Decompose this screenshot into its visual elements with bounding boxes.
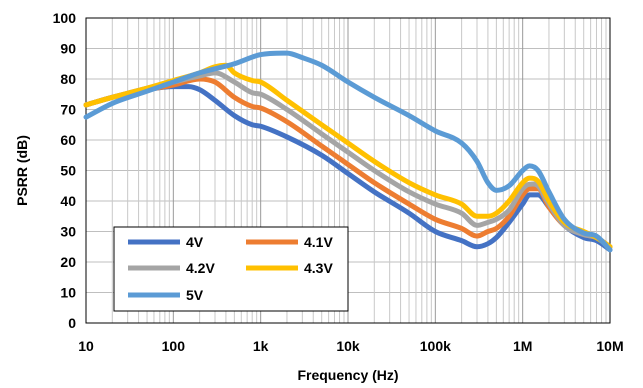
x-tick-label: 100k xyxy=(420,338,451,354)
legend-label-5v: 5V xyxy=(186,287,204,303)
x-tick-label: 10M xyxy=(596,338,623,354)
x-axis-tick-labels: 10 100 1k 10k 100k 1M 10M xyxy=(78,338,623,354)
legend-label-4v: 4V xyxy=(186,234,204,250)
x-tick-label: 1M xyxy=(513,338,532,354)
legend-label-4-2v: 4.2V xyxy=(186,260,215,276)
x-tick-label: 10k xyxy=(336,338,360,354)
series-line-5v xyxy=(83,50,613,253)
y-tick-label: 0 xyxy=(68,315,76,331)
y-axis-tick-labels: 0 10 20 30 40 50 60 70 80 90 100 xyxy=(53,10,77,331)
y-tick-label: 60 xyxy=(60,132,76,148)
legend: 4V 4.1V 4.2V 4.3V 5V xyxy=(113,226,349,312)
series-lines xyxy=(83,50,613,253)
y-tick-label: 30 xyxy=(60,224,76,240)
legend-label-4-1v: 4.1V xyxy=(304,234,333,250)
y-tick-label: 50 xyxy=(60,163,76,179)
y-tick-label: 10 xyxy=(60,285,76,301)
x-tick-label: 100 xyxy=(162,338,186,354)
y-tick-label: 20 xyxy=(60,254,76,270)
y-tick-label: 40 xyxy=(60,193,76,209)
plot-area-border xyxy=(85,17,611,324)
y-axis-title: PSRR (dB) xyxy=(14,135,30,206)
legend-label-4-3v: 4.3V xyxy=(304,260,333,276)
y-tick-label: 70 xyxy=(60,102,76,118)
y-tick-label: 90 xyxy=(60,41,76,57)
y-tick-label: 80 xyxy=(60,71,76,87)
y-tick-label: 100 xyxy=(53,10,77,26)
x-axis-title: Frequency (Hz) xyxy=(297,367,398,383)
x-tick-label: 10 xyxy=(78,338,94,354)
x-tick-label: 1k xyxy=(253,338,269,354)
